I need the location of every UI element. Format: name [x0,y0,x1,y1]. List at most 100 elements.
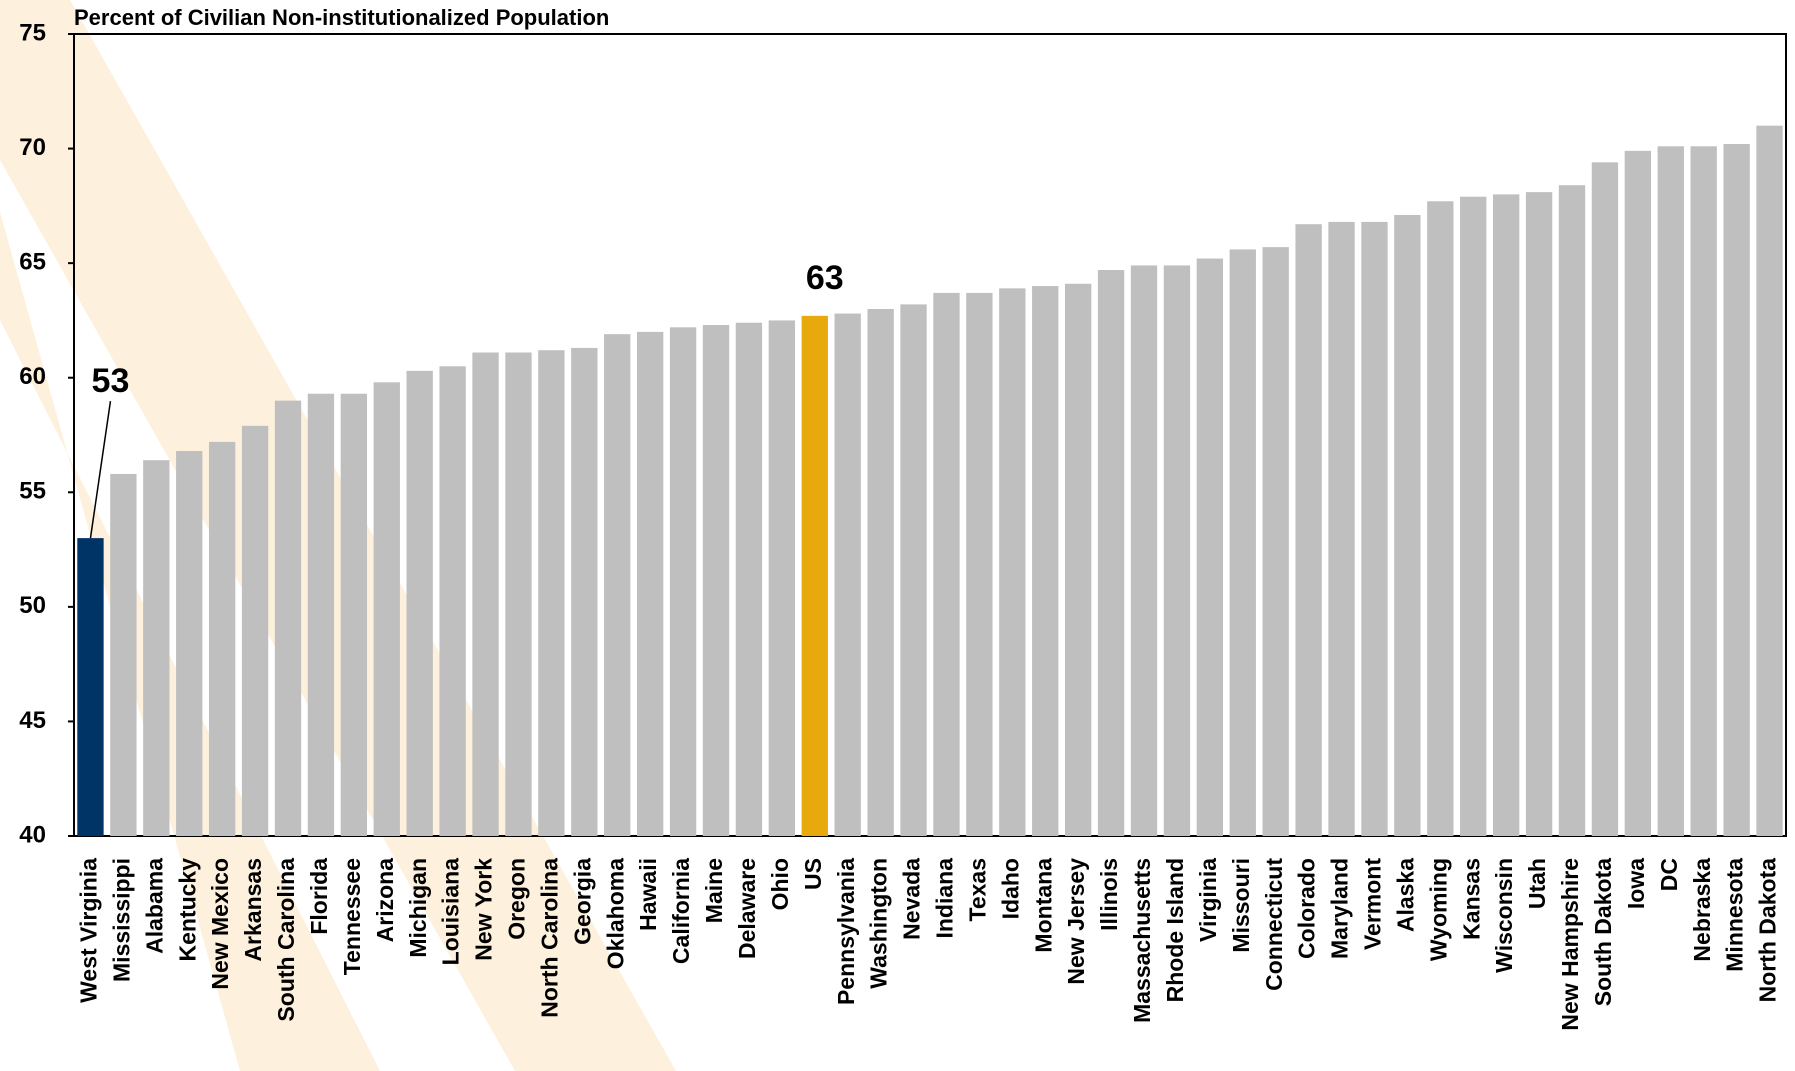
x-tick-label: Virginia [1195,858,1221,942]
y-tick-label: 65 [19,248,46,275]
bar [933,292,960,837]
x-tick-label: Tennessee [339,858,365,975]
bar [702,325,730,836]
bar [538,350,565,836]
bar [669,327,697,836]
bar [900,304,927,837]
x-tick-label: New Hampshire [1557,858,1583,1031]
x-tick-label: DC [1656,858,1682,891]
x-tick-label: North Carolina [536,858,562,1018]
bar [834,313,861,836]
data-label: 63 [806,259,844,297]
x-tick-label: Missouri [1228,858,1254,953]
bar [867,308,894,836]
bar [1163,265,1191,836]
bar [1558,185,1586,837]
x-tick-label: US [800,858,826,890]
x-tick-label: Vermont [1360,858,1386,950]
bar [1690,146,1717,836]
x-tick-label: Arkansas [240,858,266,962]
bar [1097,270,1125,836]
y-tick-label: 75 [19,19,46,46]
x-tick-label: Idaho [997,858,1023,919]
x-tick-label: Colorado [1294,858,1320,959]
chart-title: Percent of Civilian Non-institutionalize… [74,5,609,30]
bar [1229,249,1256,836]
bar [406,370,433,836]
y-tick-label: 40 [19,821,46,848]
y-tick-label: 45 [19,707,46,734]
bar [1492,194,1520,836]
bar [604,334,631,836]
x-tick-label: Illinois [1096,858,1122,931]
bar [1295,224,1322,836]
x-tick-label: Kentucky [174,858,200,962]
bar [1756,125,1783,836]
data-label: 53 [92,362,130,400]
bar [1262,247,1289,837]
x-tick-label: Nevada [899,858,925,940]
x-tick-label: Maryland [1327,858,1353,959]
bar [735,322,763,837]
bar [143,460,170,836]
x-tick-label: South Dakota [1590,858,1616,1006]
x-tick-label: Texas [964,858,990,922]
x-tick-label: Nebraska [1689,858,1715,962]
leader-line [89,401,112,539]
bar [768,320,796,836]
bar [77,538,104,836]
bar [241,425,269,836]
x-tick-label: Oregon [504,858,530,940]
x-tick-label: Georgia [569,858,595,945]
x-tick-label: Hawaii [635,858,661,931]
x-tick-label: Ohio [767,858,793,910]
bar [340,393,368,836]
x-tick-label: Mississippi [108,858,134,982]
x-tick-label: New Jersey [1063,858,1089,985]
bar [966,292,993,837]
x-tick-label: Kansas [1458,858,1484,940]
x-tick-label: Louisiana [438,858,464,966]
bar [1723,143,1750,836]
y-tick-label: 60 [19,363,46,390]
bar [439,366,466,836]
bar [1591,162,1619,836]
x-tick-label: Arizona [372,858,398,943]
bar [571,347,598,836]
x-tick-label: Indiana [932,858,958,939]
y-tick-label: 55 [19,478,46,505]
bar [1032,286,1059,836]
bar [1064,283,1092,836]
bar [1460,196,1487,837]
x-tick-label: Utah [1524,858,1550,909]
x-tick-label: Maine [701,858,727,923]
bar [505,352,532,836]
x-tick-label: Delaware [734,858,760,959]
x-tick-label: Pennsylvania [833,858,859,1005]
bar [1130,265,1158,836]
x-tick-label: Massachusetts [1129,858,1155,1023]
bar [801,315,828,836]
x-tick-label: South Carolina [273,858,299,1022]
bar [1525,192,1553,836]
bar [1361,221,1388,836]
x-tick-label: California [668,858,694,964]
bar [208,441,236,836]
x-tick-label: Alaska [1392,858,1418,932]
bar [1328,221,1355,836]
bar [1394,215,1421,837]
bar [472,352,499,836]
x-tick-label: Oklahoma [602,858,628,969]
plot-frame [73,33,1787,837]
x-tick-label: Michigan [405,858,431,958]
x-tick-label: New Mexico [207,858,233,990]
bar [1427,201,1454,836]
bar [274,400,302,836]
bar [110,473,137,836]
y-tick-label: 50 [19,592,46,619]
x-tick-label: Wisconsin [1491,858,1517,973]
x-tick-label: Connecticut [1261,858,1287,991]
x-tick-label: Montana [1030,858,1056,953]
x-tick-label: North Dakota [1755,858,1781,1003]
